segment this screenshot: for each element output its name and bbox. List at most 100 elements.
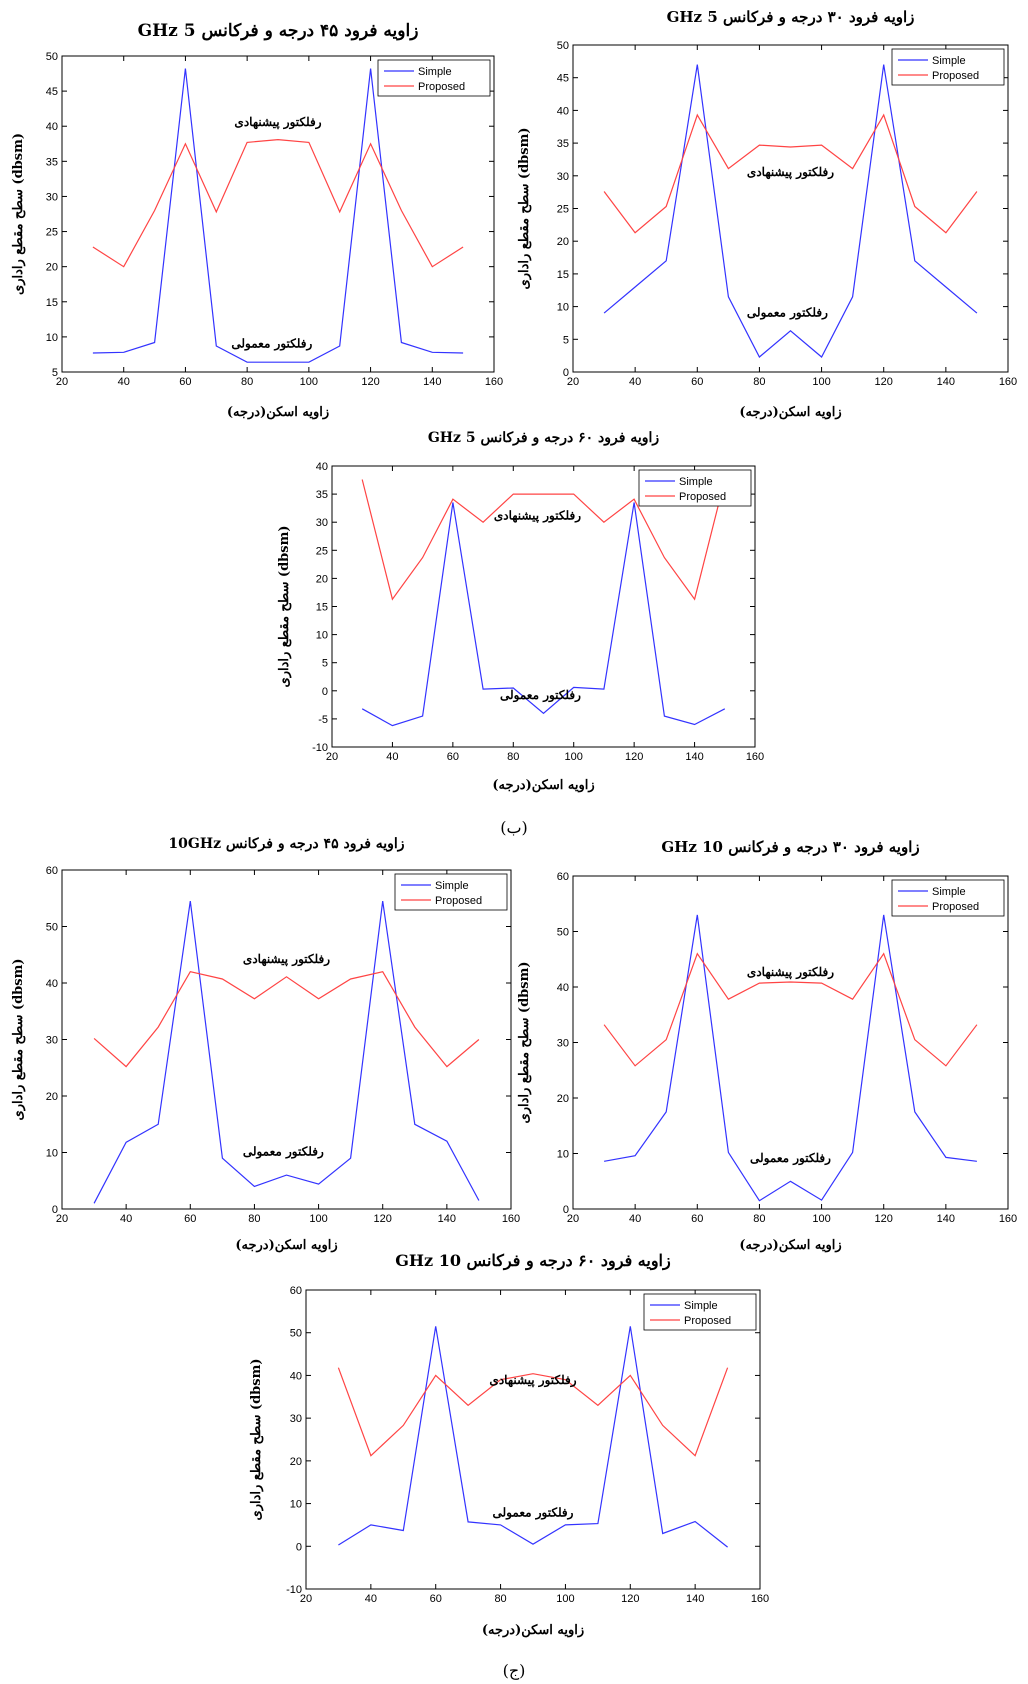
x-tick-label: 20: [326, 751, 338, 763]
legend-label-proposed: Proposed: [679, 491, 726, 503]
x-tick-label: 40: [629, 376, 641, 388]
y-axis-label: سطح مقطع راداری (dbsm): [249, 1359, 264, 1521]
series-line-proposed: [93, 971, 480, 1068]
y-tick-label: 50: [46, 922, 58, 934]
y-tick-label: 60: [46, 865, 58, 877]
x-tick-label: 20: [567, 376, 579, 388]
legend-box: [891, 48, 1005, 86]
y-tick-label: 40: [557, 105, 569, 117]
series-line-proposed: [361, 479, 726, 601]
y-tick-label: 15: [316, 602, 328, 614]
x-tick-label: 80: [753, 376, 765, 388]
x-axis-label: زاویه اسکن(درجه): [492, 778, 594, 793]
chart-title: زاویه فرود ۶۰ درجه و فرکانس 5 GHz: [428, 430, 660, 446]
y-tick-label: -10: [312, 742, 328, 754]
series-line-proposed: [603, 952, 978, 1067]
y-tick-label: 5: [52, 367, 58, 379]
legend-label-proposed: Proposed: [932, 70, 979, 82]
y-tick-label: 20: [46, 1091, 58, 1103]
plot-area: [61, 55, 495, 373]
y-tick-label: 20: [316, 573, 328, 585]
x-tick-label: 160: [751, 1593, 769, 1605]
legend-label-proposed: Proposed: [932, 901, 979, 913]
chart-title: زاویه فرود ۳۰ درجه و فرکانس 10 GHz: [661, 838, 919, 856]
chart-2: 20 40 60 80 100 120 140 160 0 5 10 15 20 25 30 35 40 45 50…: [517, 8, 1017, 420]
chart-title: زاویه فرود ۳۰ درجه و فرکانس 5 GHz: [667, 8, 915, 26]
annotation-simple: رفلکتور معمولی: [500, 688, 581, 703]
y-tick-label: 10: [316, 630, 328, 642]
y-tick-label: 35: [46, 156, 58, 168]
x-tick-label: 140: [686, 1593, 704, 1605]
x-tick-label: 20: [56, 1213, 68, 1225]
x-tick-label: 120: [875, 1213, 893, 1225]
x-tick-label: 120: [361, 376, 379, 388]
y-tick-label: 20: [46, 262, 58, 274]
series-line-proposed: [92, 138, 464, 268]
annotation-proposed: رفلکتور پیشنهادی: [494, 508, 581, 523]
x-tick-label: 80: [248, 1213, 260, 1225]
y-tick-label: 30: [557, 171, 569, 183]
x-tick-label: 140: [937, 376, 955, 388]
legend-box: [638, 469, 752, 507]
plot-area: [572, 875, 1009, 1210]
x-tick-label: 160: [746, 751, 764, 763]
figure-caption-b: (ب): [500, 818, 528, 837]
series-line-simple: [92, 68, 464, 363]
y-tick-label: 40: [316, 461, 328, 473]
y-tick-label: 30: [290, 1413, 302, 1425]
series-line-simple: [361, 502, 726, 727]
legend-label-simple: Simple: [932, 886, 966, 898]
annotation-simple: رفلکتور معمولی: [231, 336, 312, 351]
y-tick-label: 35: [316, 489, 328, 501]
legend-box: [377, 59, 491, 97]
annotation-proposed: رفلکتور پیشنهادی: [243, 952, 330, 967]
annotation-proposed: رفلکتور پیشنهادی: [489, 1373, 576, 1388]
x-tick-label: 80: [241, 376, 253, 388]
legend-label-proposed: Proposed: [418, 81, 465, 93]
x-axis-label: زاویه اسکن(درجه): [227, 405, 329, 420]
y-axis-label: سطح مقطع راداری (dbsm): [517, 962, 532, 1124]
x-tick-label: 100: [812, 1213, 830, 1225]
y-tick-label: 0: [563, 1204, 569, 1216]
y-axis-label: سطح مقطع راداری (dbsm): [277, 526, 292, 688]
series-line-proposed: [337, 1367, 729, 1457]
x-tick-label: 140: [423, 376, 441, 388]
charts-group: 20 40 60 80 100 120 140 1605101520253035404550ر…: [11, 8, 1017, 1638]
x-tick-label: 60: [179, 376, 191, 388]
y-tick-label: 35: [557, 138, 569, 150]
y-tick-label: 45: [557, 73, 569, 85]
x-tick-label: 80: [753, 1213, 765, 1225]
x-tick-label: 160: [999, 1213, 1017, 1225]
y-tick-label: 15: [46, 297, 58, 309]
y-tick-label: 20: [557, 1093, 569, 1105]
y-tick-label: -10: [286, 1584, 302, 1596]
chart-3: 20 40 60 80 100 120 140 160 -10 -5 0 5 10 15 20 25 30 35 4…: [277, 430, 764, 793]
y-tick-label: 25: [316, 545, 328, 557]
y-tick-label: 15: [557, 269, 569, 281]
y-tick-label: 0: [52, 1204, 58, 1216]
y-tick-label: 0: [322, 686, 328, 698]
y-tick-label: 60: [557, 871, 569, 883]
x-axis-label: زاویه اسکن(درجه): [482, 1623, 584, 1638]
y-tick-label: 50: [557, 927, 569, 939]
y-tick-label: 10: [290, 1499, 302, 1511]
plot-area: [572, 44, 1009, 373]
x-tick-label: 120: [625, 751, 643, 763]
y-tick-label: 0: [563, 367, 569, 379]
series-line-simple: [338, 1326, 728, 1548]
y-tick-label: 10: [46, 332, 58, 344]
y-axis-label: سطح مقطع راداری (dbsm): [11, 133, 26, 295]
y-tick-label: 60: [290, 1285, 302, 1297]
legend-label-proposed: Proposed: [435, 895, 482, 907]
plot-area: [61, 869, 512, 1210]
y-tick-label: 10: [557, 1149, 569, 1161]
y-tick-label: 40: [557, 982, 569, 994]
x-tick-label: 80: [494, 1593, 506, 1605]
plot-area: [331, 465, 756, 748]
x-tick-label: 100: [565, 751, 583, 763]
y-tick-label: 50: [46, 51, 58, 63]
figure-caption-c: (ج): [503, 1661, 526, 1680]
x-tick-label: 20: [567, 1213, 579, 1225]
y-tick-label: 10: [46, 1148, 58, 1160]
x-tick-label: 160: [502, 1213, 520, 1225]
